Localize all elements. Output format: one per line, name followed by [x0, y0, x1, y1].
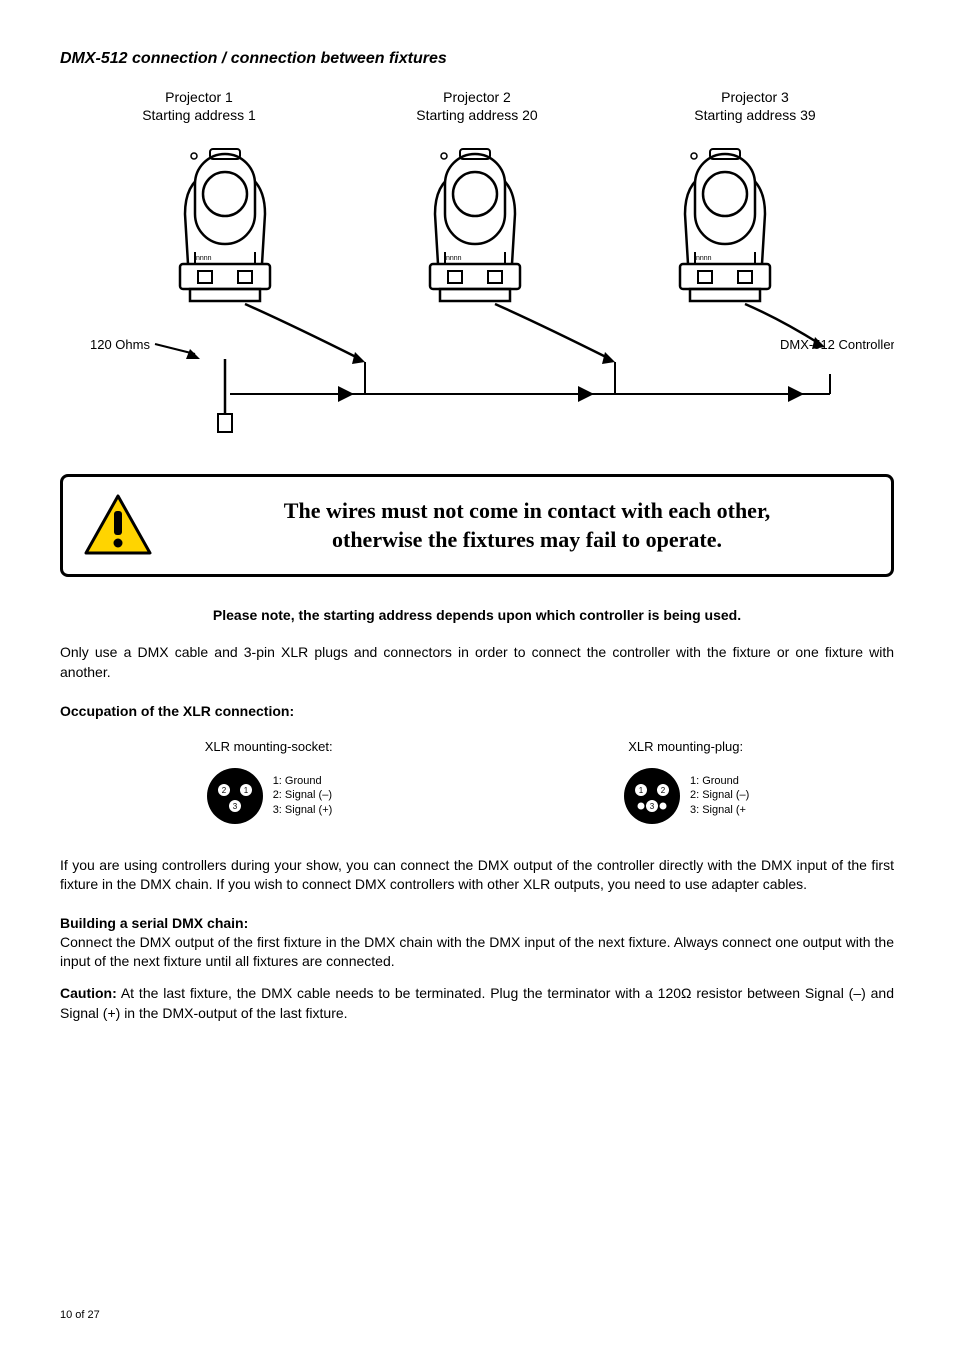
- paragraph: Only use a DMX cable and 3-pin XLR plugs…: [60, 643, 894, 682]
- pin-label: 2: Signal (–): [273, 789, 332, 801]
- projector-address: Starting address 20: [416, 107, 537, 123]
- svg-text:3: 3: [650, 802, 655, 811]
- xlr-row: XLR mounting-socket: 2 1 3 1: Ground 2: …: [60, 739, 894, 826]
- xlr-socket-title: XLR mounting-socket:: [205, 739, 333, 754]
- page-footer: 10 of 27: [60, 1309, 100, 1321]
- pin-label: 3: Signal (+: [690, 804, 746, 816]
- svg-text:2: 2: [221, 786, 226, 795]
- caution-text: At the last fixture, the DMX cable needs…: [60, 985, 894, 1021]
- pin-label: 1: Ground: [273, 775, 322, 787]
- warning-icon: [83, 493, 153, 558]
- xlr-socket-pins: 1: Ground 2: Signal (–) 3: Signal (+): [273, 774, 333, 817]
- pin-label: 1: Ground: [690, 775, 739, 787]
- paragraph: Connect the DMX output of the first fixt…: [60, 933, 894, 972]
- occupation-heading: Occupation of the XLR connection:: [60, 703, 894, 719]
- section-title: DMX-512 connection / connection between …: [60, 50, 894, 68]
- pin-label: 2: Signal (–): [690, 789, 749, 801]
- warning-line2: otherwise the fixtures may fail to opera…: [332, 527, 722, 552]
- warning-box: The wires must not come in contact with …: [60, 474, 894, 577]
- warning-line1: The wires must not come in contact with …: [284, 498, 770, 523]
- build-heading: Building a serial DMX chain:: [60, 915, 894, 931]
- svg-text:1: 1: [243, 786, 248, 795]
- xlr-plug-icon: 1 2 3: [622, 766, 682, 826]
- projector-label: Projector 3 Starting address 39: [655, 88, 855, 124]
- xlr-socket-block: XLR mounting-socket: 2 1 3 1: Ground 2: …: [205, 739, 333, 826]
- svg-text:3: 3: [232, 802, 237, 811]
- svg-text:1: 1: [639, 786, 644, 795]
- ohms-label: 120 Ohms: [90, 337, 150, 352]
- connection-diagram: nnnn 120 Ohms DMX-512 Controller: [60, 134, 894, 454]
- warning-text: The wires must not come in contact with …: [183, 497, 871, 554]
- xlr-plug-pins: 1: Ground 2: Signal (–) 3: Signal (+: [690, 774, 749, 817]
- xlr-plug-block: XLR mounting-plug: 1 2 3 1: Ground 2: Si…: [622, 739, 749, 826]
- svg-text:2: 2: [661, 786, 666, 795]
- projector-name: Projector 1: [165, 89, 233, 105]
- pin-label: 3: Signal (+): [273, 804, 333, 816]
- paragraph: If you are using controllers during your…: [60, 856, 894, 895]
- projector-name: Projector 3: [721, 89, 789, 105]
- controller-label: DMX-512 Controller: [780, 337, 894, 352]
- xlr-plug-title: XLR mounting-plug:: [622, 739, 749, 754]
- projector-address: Starting address 1: [142, 107, 256, 123]
- projector-label: Projector 1 Starting address 1: [99, 88, 299, 124]
- projector-address: Starting address 39: [694, 107, 815, 123]
- caution-label: Caution:: [60, 985, 117, 1001]
- caution-paragraph: Caution: At the last fixture, the DMX ca…: [60, 984, 894, 1023]
- projector-label: Projector 2 Starting address 20: [377, 88, 577, 124]
- note-text: Please note, the starting address depend…: [60, 607, 894, 623]
- projector-labels-row: Projector 1 Starting address 1 Projector…: [60, 88, 894, 124]
- projector-name: Projector 2: [443, 89, 511, 105]
- xlr-socket-icon: 2 1 3: [205, 766, 265, 826]
